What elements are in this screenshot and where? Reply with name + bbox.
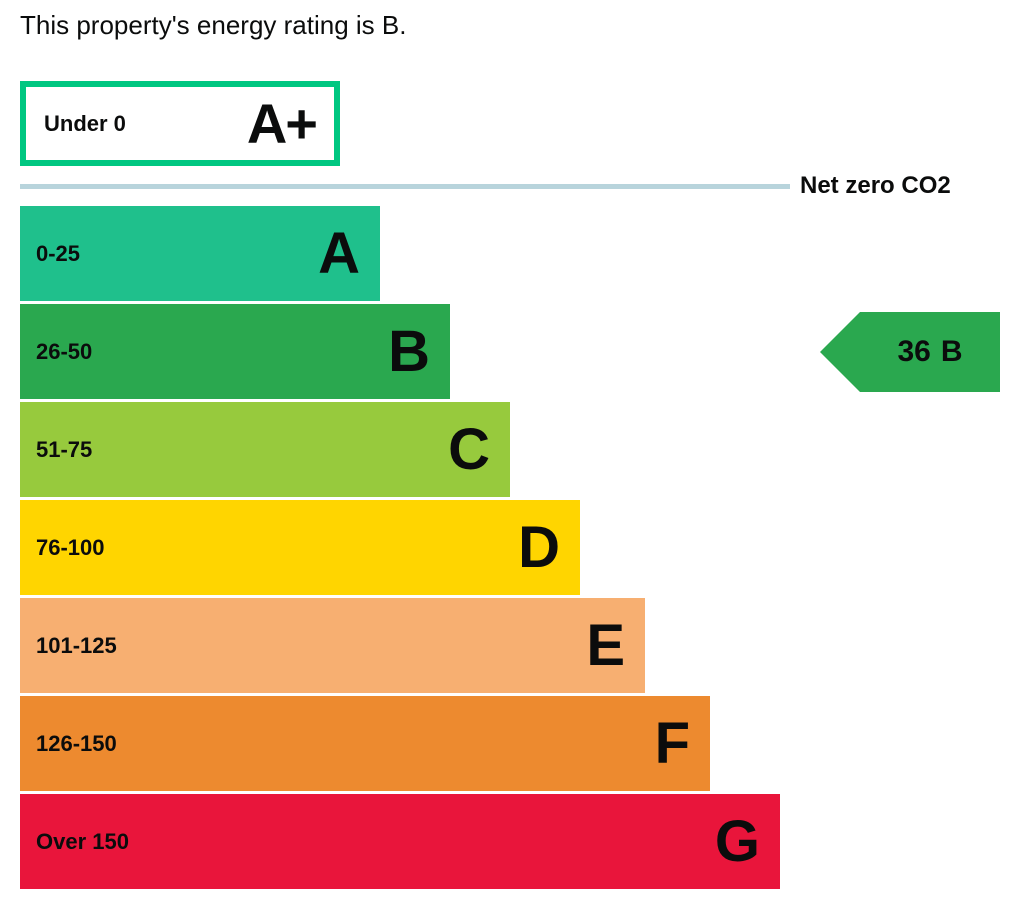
band-letter: D (518, 514, 560, 581)
band-range: 126-150 (36, 731, 117, 757)
band-c: 51-75 C (20, 402, 510, 497)
band-range: 76-100 (36, 535, 105, 561)
band-range: 26-50 (36, 339, 92, 365)
marker-arrow-icon (820, 312, 860, 392)
band-aplus-letter: A+ (247, 91, 316, 156)
band-range: 51-75 (36, 437, 92, 463)
band-range: 101-125 (36, 633, 117, 659)
net-zero-line (20, 184, 790, 189)
band-aplus-range: Under 0 (44, 111, 126, 137)
band-letter: B (388, 318, 430, 385)
energy-rating-chart: Under 0 A+ Net zero CO2 0-25 A 26-50 B 36 B 51… (20, 81, 1000, 889)
current-rating-marker: 36 B (820, 312, 1000, 392)
band-letter: C (448, 416, 490, 483)
marker-score: 36 (897, 335, 930, 369)
band-e: 101-125 E (20, 598, 645, 693)
band-row-f: 126-150 F (20, 696, 1000, 791)
band-range: Over 150 (36, 829, 129, 855)
band-letter: G (715, 808, 760, 875)
band-letter: A (318, 220, 360, 287)
band-row-a: 0-25 A (20, 206, 1000, 301)
band-a: 0-25 A (20, 206, 380, 301)
band-row-c: 51-75 C (20, 402, 1000, 497)
band-row-e: 101-125 E (20, 598, 1000, 693)
band-g: Over 150 G (20, 794, 780, 889)
page-heading: This property's energy rating is B. (20, 10, 1004, 41)
band-aplus: Under 0 A+ (20, 81, 340, 166)
band-row-d: 76-100 D (20, 500, 1000, 595)
band-d: 76-100 D (20, 500, 580, 595)
bands-container: 0-25 A 26-50 B 36 B 51-75 C 76-100 D 101-125 E 126-1… (20, 206, 1000, 889)
band-letter: E (586, 612, 625, 679)
net-zero-row: Net zero CO2 (20, 172, 1000, 202)
net-zero-label: Net zero CO2 (800, 172, 951, 200)
band-row-b: 26-50 B 36 B (20, 304, 1000, 399)
band-letter: F (655, 710, 690, 777)
marker-body: 36 B (860, 312, 1000, 392)
marker-letter: B (941, 335, 963, 369)
band-row-g: Over 150 G (20, 794, 1000, 889)
band-f: 126-150 F (20, 696, 710, 791)
band-b: 26-50 B (20, 304, 450, 399)
band-range: 0-25 (36, 241, 80, 267)
